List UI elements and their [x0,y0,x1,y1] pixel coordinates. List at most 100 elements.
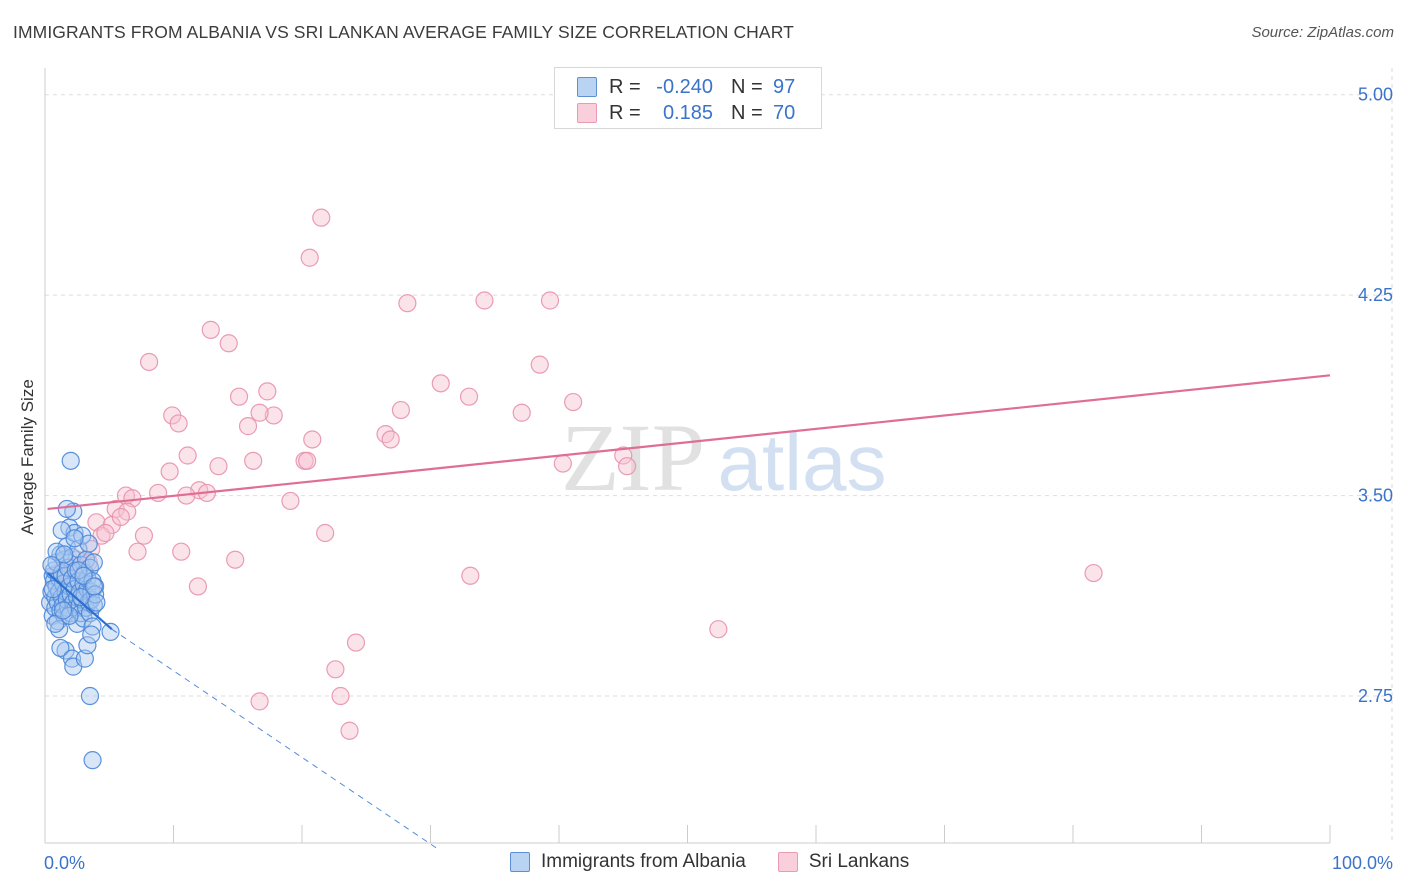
srilanka-point [226,550,245,569]
legend-r-label: R = [609,75,641,98]
albania-point [75,649,94,668]
srilanka-point [300,248,319,267]
srilanka-point [709,620,728,639]
trend-line-albania-extension [111,628,438,849]
y-tick-label: 4.25 [1358,285,1393,305]
legend-r-label: R = [609,101,641,124]
srilanka-point [238,417,258,436]
legend-label-albania: Immigrants from Albania [541,851,746,872]
legend-label-srilanka: Sri Lankans [808,851,910,872]
legend-row-albania: R = -0.240 N = 97 [577,75,795,99]
albania-point [53,601,73,620]
srilanka-point [303,430,322,449]
x-tick-labels: 0.0% 100.0% [44,853,1393,873]
srilanka-point [281,491,300,511]
srilanka-point [530,355,549,374]
legend-swatch-srilanka [777,852,798,872]
legend-n-label: N = [731,75,763,98]
srilanka-point [618,457,637,476]
srilanka-point [264,406,283,425]
legend-swatch-albania [577,77,597,97]
srilanka-point [346,633,366,652]
source-label: Source: ZipAtlas.com [1251,24,1394,41]
srilanka-point [96,523,115,543]
y-tick-label: 3.50 [1358,486,1393,506]
srilanka-point [376,425,395,444]
srilanka-point [553,454,572,473]
srilanka-point [209,457,228,476]
srilanka-point [326,660,345,679]
legend-item-srilanka[interactable]: Sri Lankans [777,851,910,873]
albania-point [101,622,120,641]
srilanka-point [201,320,220,339]
trend-line-srilanka [47,374,1331,511]
srilanka-point [614,446,633,465]
legend-r-value: 0.185 [662,101,713,124]
srilanka-point [331,686,350,706]
albania-point [55,545,74,564]
watermark-atlas: atlas [718,418,887,507]
grid-lines [45,68,1393,843]
albania-point [87,593,106,612]
albania-point [42,555,61,575]
legend-row-srilanka: R = 0.185 N = 70 [577,101,795,125]
srilanka-point [298,451,317,470]
albania-point [69,561,88,580]
albania-point [61,451,80,470]
y-tick-label: 2.75 [1358,686,1393,706]
srilanka-point [398,294,417,313]
srilanka-point [250,692,269,711]
srilanka-point [312,208,331,227]
srilanka-point [316,523,335,543]
srilanka-point [391,400,411,420]
srilanka-point [250,403,269,422]
srilanka-point [540,291,560,310]
albania-point [80,686,100,706]
legend-n-value: 70 [773,101,796,124]
srilanka-point [172,542,191,561]
trend-line-albania [46,572,113,631]
srilanka-point [188,577,208,596]
y-tick-label: 5.00 [1358,85,1393,105]
stats-legend: R = -0.240 N = 97 R = 0.185 N = 70 [554,67,822,129]
albania-point [79,534,98,553]
legend-swatch-albania [510,852,530,872]
axes [44,68,1331,844]
legend-r-value: -0.240 [656,75,713,98]
srilanka-point [340,721,359,740]
albania-point [84,553,103,572]
albania-point [65,529,84,548]
albania-point [83,751,102,770]
x-tick-label: 100.0% [1332,853,1393,873]
y-tick-labels: 2.75 3.50 4.25 5.00 [1358,85,1393,706]
srilanka-point [178,446,197,465]
trend-lines [46,374,1331,849]
chart-title: IMMIGRANTS FROM ALBANIA VS SRI LANKAN AV… [13,22,794,42]
x-tick-label: 0.0% [44,853,85,873]
srilanka-point [1084,563,1103,583]
albania-point [57,499,76,519]
srilanka-point [229,387,249,406]
albania-point [52,521,71,540]
srilanka-point [381,430,400,449]
srilanka-point [160,462,179,481]
albania-point [84,577,103,596]
srilanka-point [128,542,147,561]
albania-point [46,614,65,633]
srilanka-point [461,566,480,585]
srilanka-point [258,382,277,401]
srilanka-point [512,403,531,422]
series-legend: Immigrants from Albania Sri Lankans [510,851,941,873]
srilanka-point [475,291,494,310]
srilanka-point [169,414,188,433]
legend-swatch-srilanka [577,103,597,123]
albania-points [41,451,120,770]
legend-item-albania[interactable]: Immigrants from Albania [510,851,746,873]
watermark-zip: ZIP [561,404,705,511]
srilanka-point [459,387,479,406]
albania-point [43,580,62,599]
legend-n-label: N = [731,101,763,124]
srilanka-point [139,352,159,372]
legend-n-value: 97 [773,75,796,98]
